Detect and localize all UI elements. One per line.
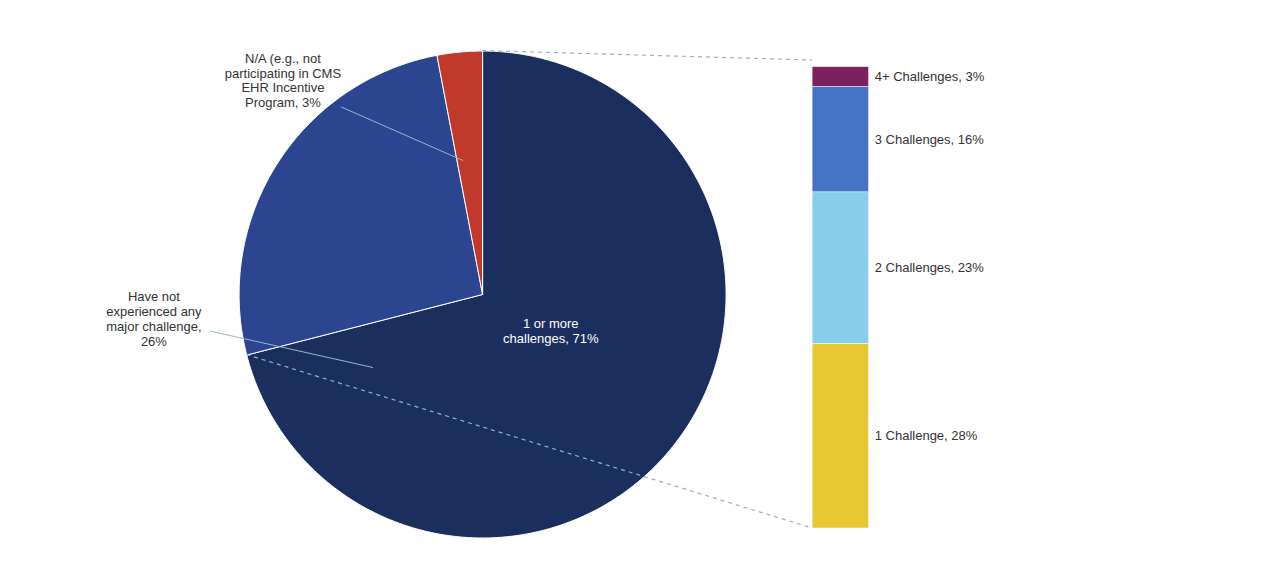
svg-text:3 Challenges, 16%: 3 Challenges, 16% xyxy=(875,132,985,147)
svg-text:N/A (e.g., notparticipating in: N/A (e.g., notparticipating in CMSEHR In… xyxy=(225,51,342,111)
svg-text:4+ Challenges, 3%: 4+ Challenges, 3% xyxy=(875,69,985,84)
svg-text:Have notexperienced anymajor c: Have notexperienced anymajor challenge,2… xyxy=(106,289,202,349)
svg-text:1 or morechallenges, 71%: 1 or morechallenges, 71% xyxy=(503,316,599,346)
svg-text:1 Challenge, 28%: 1 Challenge, 28% xyxy=(875,428,978,443)
svg-text:2 Challenges, 23%: 2 Challenges, 23% xyxy=(875,260,985,275)
